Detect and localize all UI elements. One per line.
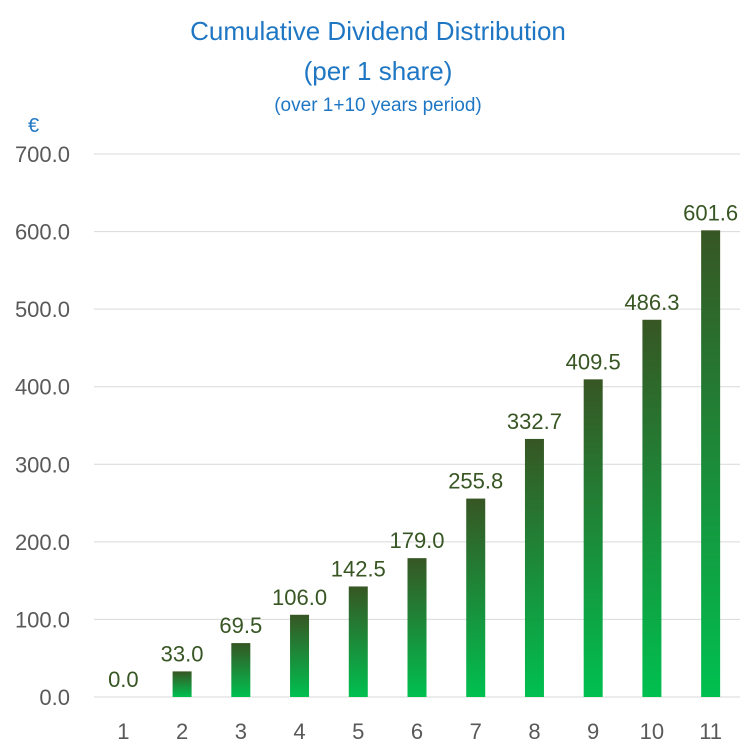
data-label: 486.3	[624, 290, 679, 315]
data-label: 106.0	[272, 585, 327, 610]
x-tick-label: 2	[176, 719, 188, 744]
bar-8	[524, 438, 544, 697]
chart-subtitle: (over 1+10 years period)	[274, 95, 482, 116]
data-label: 601.6	[683, 200, 738, 225]
x-tick-label: 8	[528, 719, 540, 744]
data-label: 179.0	[389, 528, 444, 553]
chart-title-line2: (per 1 share)	[304, 56, 453, 86]
x-tick-label: 10	[640, 719, 664, 744]
y-tick-labels: 0.0 100.0 200.0 300.0 400.0 500.0 600.0 700.0	[15, 142, 70, 710]
bar-10	[642, 319, 662, 697]
data-label: 69.5	[219, 613, 262, 638]
x-tick-label: 1	[117, 719, 129, 744]
data-label: 409.5	[566, 349, 621, 374]
bar-4	[290, 614, 310, 697]
x-tick-label: 3	[235, 719, 247, 744]
y-tick-label: 400.0	[15, 375, 70, 400]
x-tick-label: 5	[352, 719, 364, 744]
x-tick-labels: 1 2 3 4 5 6 7 8 9 10 11	[117, 719, 722, 744]
y-tick-label: 500.0	[15, 297, 70, 322]
x-tick-label: 6	[411, 719, 423, 744]
data-label: 0.0	[108, 667, 139, 692]
data-label: 142.5	[331, 556, 386, 581]
y-tick-label: 100.0	[15, 607, 70, 632]
x-tick-label: 11	[699, 719, 722, 744]
data-label: 33.0	[161, 641, 204, 666]
bar-3	[231, 643, 251, 697]
bar-9	[583, 379, 603, 697]
data-label: 332.7	[507, 409, 562, 434]
y-tick-label: 600.0	[15, 220, 70, 245]
bar-5	[348, 586, 368, 697]
chart-title: Cumulative Dividend Distribution	[190, 16, 566, 46]
y-tick-label: 200.0	[15, 530, 70, 555]
bar-2	[172, 671, 192, 697]
y-tick-label: 700.0	[15, 142, 70, 167]
gridlines	[94, 153, 740, 698]
x-tick-label: 9	[587, 719, 599, 744]
bars	[172, 230, 721, 697]
x-tick-label: 4	[293, 719, 305, 744]
bar-11	[701, 230, 721, 697]
bar-6	[407, 558, 427, 697]
y-tick-label: 0.0	[39, 685, 70, 710]
bar-7	[466, 498, 486, 697]
y-tick-label: 300.0	[15, 452, 70, 477]
y-axis-label: €	[28, 115, 39, 137]
data-label: 255.8	[448, 469, 503, 494]
x-tick-label: 7	[470, 719, 482, 744]
